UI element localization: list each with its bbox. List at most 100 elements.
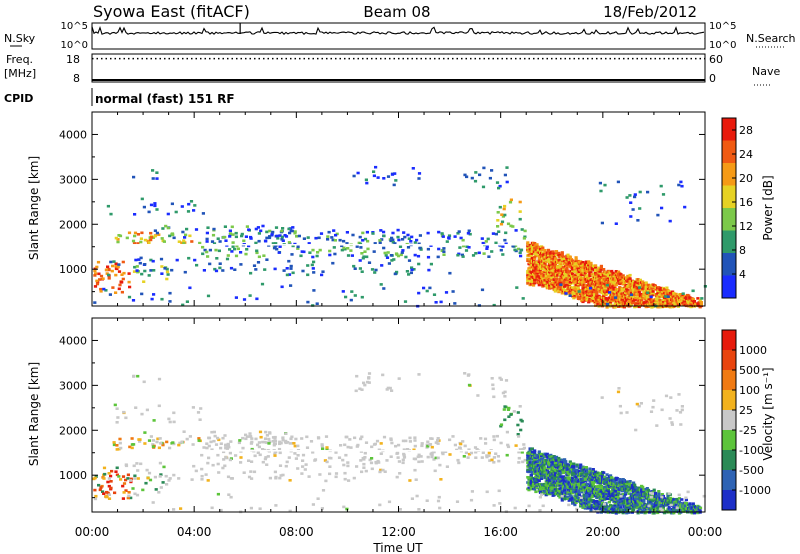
echo-cell	[558, 281, 562, 284]
echo-cell	[301, 453, 306, 457]
echo-cell	[160, 237, 164, 240]
echo-cell	[605, 271, 609, 274]
echo-cell	[225, 447, 229, 450]
echo-cell	[372, 250, 376, 253]
echo-cell	[501, 391, 505, 395]
echo-cell	[595, 292, 599, 296]
echo-cell	[386, 251, 390, 254]
echo-cell	[432, 458, 436, 461]
echo-cell	[386, 175, 391, 178]
echo-cell	[546, 265, 551, 269]
echo-cell	[98, 488, 102, 492]
echo-cell	[677, 507, 682, 510]
echo-cell	[447, 237, 451, 240]
echo-cell	[574, 259, 578, 263]
echo-cell	[121, 497, 125, 500]
echo-cell	[213, 434, 217, 438]
echo-cell	[293, 230, 297, 233]
echo-cell	[358, 267, 362, 270]
echo-cell	[540, 475, 544, 479]
echo-cell	[551, 264, 555, 267]
echo-cell	[257, 445, 261, 449]
echo-cell	[590, 273, 594, 276]
echo-cell	[467, 448, 471, 451]
echo-cell	[418, 234, 422, 237]
echo-cell	[364, 178, 368, 182]
echo-cell	[210, 430, 214, 434]
echo-cell	[320, 273, 324, 277]
echo-cell	[691, 297, 695, 301]
echo-cell	[268, 440, 272, 444]
echo-cell	[255, 251, 259, 255]
echo-cell	[490, 458, 494, 462]
echo-cell	[107, 477, 111, 480]
echo-cell	[284, 432, 288, 435]
echo-cell	[573, 264, 577, 268]
echo-cell	[131, 487, 135, 490]
echo-cell	[288, 242, 292, 246]
echo-cell	[430, 445, 434, 449]
echo-cell	[614, 270, 618, 273]
echo-cell	[552, 286, 556, 290]
echo-cell	[261, 460, 265, 464]
echo-cell	[273, 267, 277, 271]
echo-cell	[201, 212, 205, 215]
echo-cell	[545, 269, 549, 272]
echo-cell	[130, 437, 134, 440]
echo-cell	[109, 486, 113, 490]
echo-cell	[230, 250, 234, 253]
echo-cell	[168, 291, 172, 295]
echo-cell	[105, 491, 109, 494]
echo-cell	[132, 270, 137, 273]
echo-cell	[310, 263, 314, 267]
echo-cell	[654, 301, 659, 304]
echo-cell	[548, 257, 552, 261]
echo-cell	[573, 468, 577, 472]
nsearch-label: N.Search	[746, 32, 796, 45]
echo-cell	[572, 490, 576, 493]
echo-cell	[398, 472, 402, 475]
echo-cell	[250, 477, 254, 480]
echo-cell	[641, 288, 645, 292]
echo-cell	[529, 480, 533, 484]
echo-cell	[501, 253, 505, 256]
freq-label-line2: [MHz]	[4, 67, 36, 80]
echo-cell	[281, 239, 285, 242]
power-colorbar-tick-label: 16	[739, 196, 753, 209]
echo-cell	[557, 266, 561, 269]
echo-cell	[162, 465, 166, 469]
echo-cell	[689, 302, 693, 305]
echo-cell	[584, 494, 588, 497]
echo-cell	[139, 256, 143, 260]
echo-cell	[541, 285, 545, 288]
echo-cell	[374, 461, 378, 465]
echo-cell	[102, 477, 106, 480]
echo-cell	[440, 249, 444, 252]
echo-cell	[417, 242, 421, 246]
echo-cell	[273, 452, 277, 455]
echo-cell	[258, 430, 263, 434]
echo-cell	[563, 280, 567, 283]
echo-cell	[494, 452, 498, 455]
echo-cell	[579, 479, 583, 483]
echo-cell	[334, 472, 339, 475]
echo-cell	[598, 475, 602, 479]
echo-cell	[146, 476, 150, 480]
echo-cell	[467, 383, 472, 387]
echo-cell	[520, 451, 524, 454]
echo-cell	[278, 440, 282, 444]
echo-cell	[282, 269, 286, 272]
echo-cell	[634, 280, 638, 284]
echo-cell	[414, 478, 418, 481]
echo-cell	[672, 508, 676, 511]
echo-cell	[382, 435, 387, 439]
echo-cell	[428, 286, 432, 290]
echo-cell	[488, 459, 492, 462]
echo-cell	[103, 472, 107, 476]
echo-cell	[109, 212, 113, 216]
echo-cell	[422, 286, 426, 290]
echo-cell	[680, 405, 684, 408]
echo-cell	[622, 501, 626, 505]
echo-cell	[391, 238, 395, 242]
echo-cell	[689, 305, 693, 309]
